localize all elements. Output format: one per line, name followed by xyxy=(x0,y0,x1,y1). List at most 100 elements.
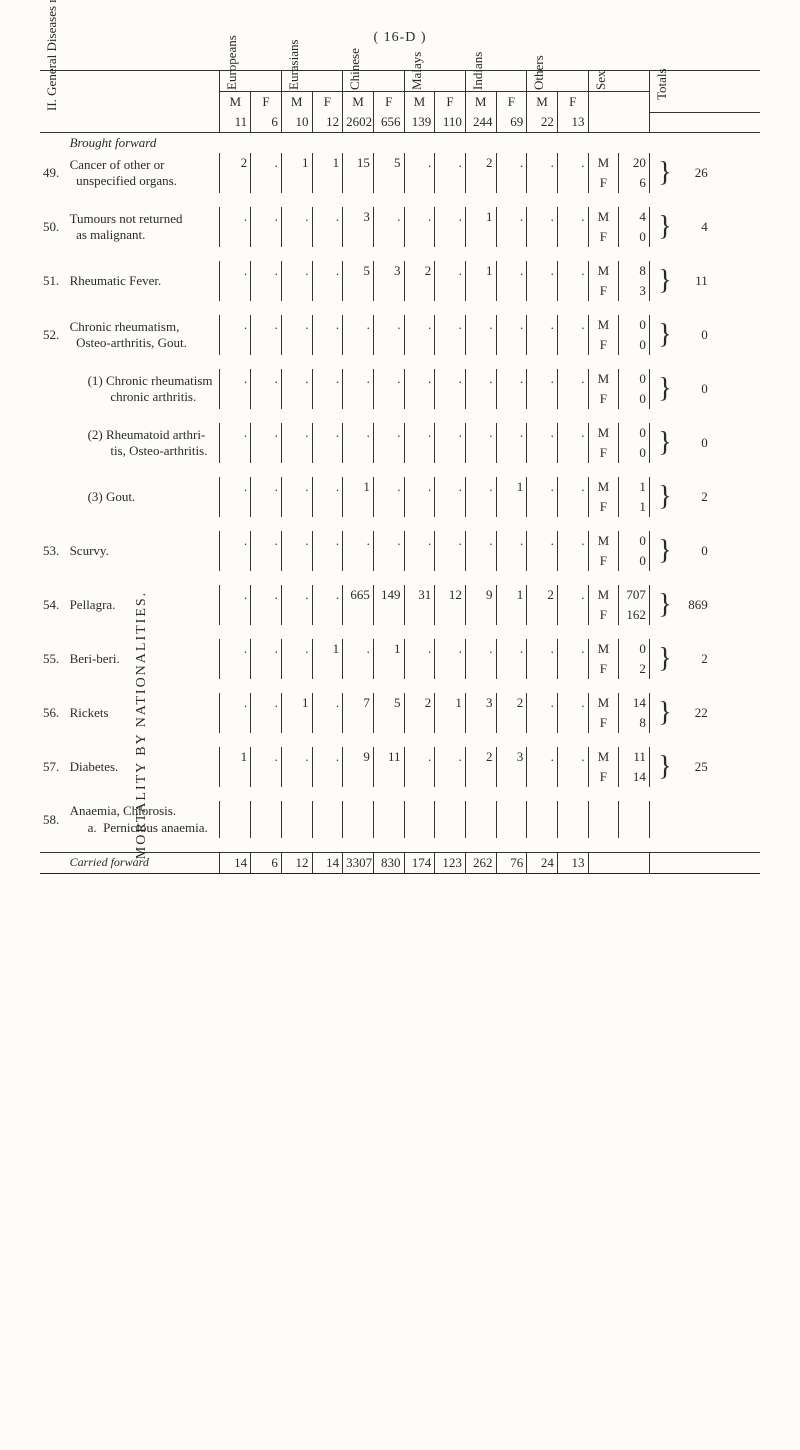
cell: . xyxy=(343,423,374,443)
cell: 3 xyxy=(465,693,496,713)
cell: . xyxy=(435,261,466,281)
col-ot-m: M xyxy=(527,92,558,113)
cell: . xyxy=(496,531,527,551)
cell: 1 xyxy=(465,207,496,227)
cell: . xyxy=(496,369,527,389)
brace-icon: } xyxy=(649,639,680,679)
cell: . xyxy=(220,207,251,227)
cell: . xyxy=(312,261,343,281)
cell: . xyxy=(312,585,343,605)
sex-f: F xyxy=(588,335,619,355)
bf-er-m: 10 xyxy=(281,112,312,133)
cell: . xyxy=(220,369,251,389)
sex-f: F xyxy=(588,551,619,571)
group-eurasians: Eurasians xyxy=(286,72,302,90)
sex-m: M xyxy=(588,639,619,659)
total-m: 1 xyxy=(619,477,650,497)
row-number: 49. xyxy=(40,153,67,193)
cf-in-m: 262 xyxy=(465,852,496,873)
cell: 1 xyxy=(343,477,374,497)
sex-f: F xyxy=(588,659,619,679)
cf-ch-m: 3307 xyxy=(343,852,374,873)
cell: 1 xyxy=(496,585,527,605)
cell: . xyxy=(251,693,282,713)
cell xyxy=(251,801,282,819)
cell: . xyxy=(527,639,558,659)
sex-f: F xyxy=(588,281,619,301)
row-number xyxy=(40,477,67,517)
row-total: 0 xyxy=(680,423,711,463)
cell: . xyxy=(312,423,343,443)
cell: . xyxy=(465,639,496,659)
cell: 1 xyxy=(465,261,496,281)
cell: . xyxy=(527,315,558,335)
cell: . xyxy=(251,369,282,389)
brace-icon: } xyxy=(649,747,680,787)
bf-eu-f: 6 xyxy=(251,112,282,133)
cell: 1 xyxy=(312,153,343,173)
sex-m: M xyxy=(588,153,619,173)
cell: . xyxy=(281,585,312,605)
cell xyxy=(527,801,558,819)
row-total: 26 xyxy=(680,153,711,193)
total-m: 11 xyxy=(619,747,650,767)
cell xyxy=(496,801,527,819)
brace-icon: } xyxy=(649,531,680,571)
brace-icon: } xyxy=(649,153,680,193)
cell: 5 xyxy=(373,693,404,713)
cell: . xyxy=(435,369,466,389)
row-number: 54. xyxy=(40,585,67,625)
cell: 2 xyxy=(527,585,558,605)
col-ch-f: F xyxy=(373,92,404,113)
cell: . xyxy=(527,531,558,551)
disease-label: Cancer of other or unspecified organs. xyxy=(67,153,220,193)
bf-ma-f: 110 xyxy=(435,112,466,133)
sex-f: F xyxy=(588,443,619,463)
row-total: 4 xyxy=(680,207,711,247)
cell: . xyxy=(251,747,282,767)
brace-icon: } xyxy=(649,315,680,355)
cell: . xyxy=(343,531,374,551)
cell: 1 xyxy=(435,693,466,713)
cell xyxy=(404,801,435,819)
cell: . xyxy=(343,639,374,659)
cf-er-f: 14 xyxy=(312,852,343,873)
cell: . xyxy=(404,639,435,659)
bf-ch-m: 2602 xyxy=(343,112,374,133)
row-number: 53. xyxy=(40,531,67,571)
cell xyxy=(435,801,466,819)
row-total: 22 xyxy=(680,693,711,733)
row-total: 0 xyxy=(680,315,711,355)
sex-f: F xyxy=(588,173,619,193)
cf-ma-f: 123 xyxy=(435,852,466,873)
cell: . xyxy=(465,315,496,335)
cell: . xyxy=(251,153,282,173)
sex-m: M xyxy=(588,423,619,443)
cell: . xyxy=(251,423,282,443)
cell: 5 xyxy=(343,261,374,281)
disease-label: Tumours not returned as malignant. xyxy=(67,207,220,247)
sex-m: M xyxy=(588,585,619,605)
bf-ch-f: 656 xyxy=(373,112,404,133)
total-m: 707 xyxy=(619,585,650,605)
cell: . xyxy=(404,531,435,551)
cell: . xyxy=(251,585,282,605)
cell: 1 xyxy=(220,747,251,767)
cell: . xyxy=(281,531,312,551)
brace-icon: } xyxy=(649,207,680,247)
cf-ot-m: 24 xyxy=(527,852,558,873)
total-m: 0 xyxy=(619,639,650,659)
cell: . xyxy=(404,153,435,173)
cell: . xyxy=(251,531,282,551)
cell: . xyxy=(220,261,251,281)
bf-ot-f: 13 xyxy=(557,112,588,133)
brace-icon: } xyxy=(649,693,680,733)
cell: . xyxy=(557,423,588,443)
col-ma-f: F xyxy=(435,92,466,113)
cell: . xyxy=(465,423,496,443)
cell: 1 xyxy=(281,153,312,173)
cf-eu-f: 6 xyxy=(251,852,282,873)
cell: 1 xyxy=(373,639,404,659)
cell: . xyxy=(251,261,282,281)
cell: . xyxy=(220,531,251,551)
